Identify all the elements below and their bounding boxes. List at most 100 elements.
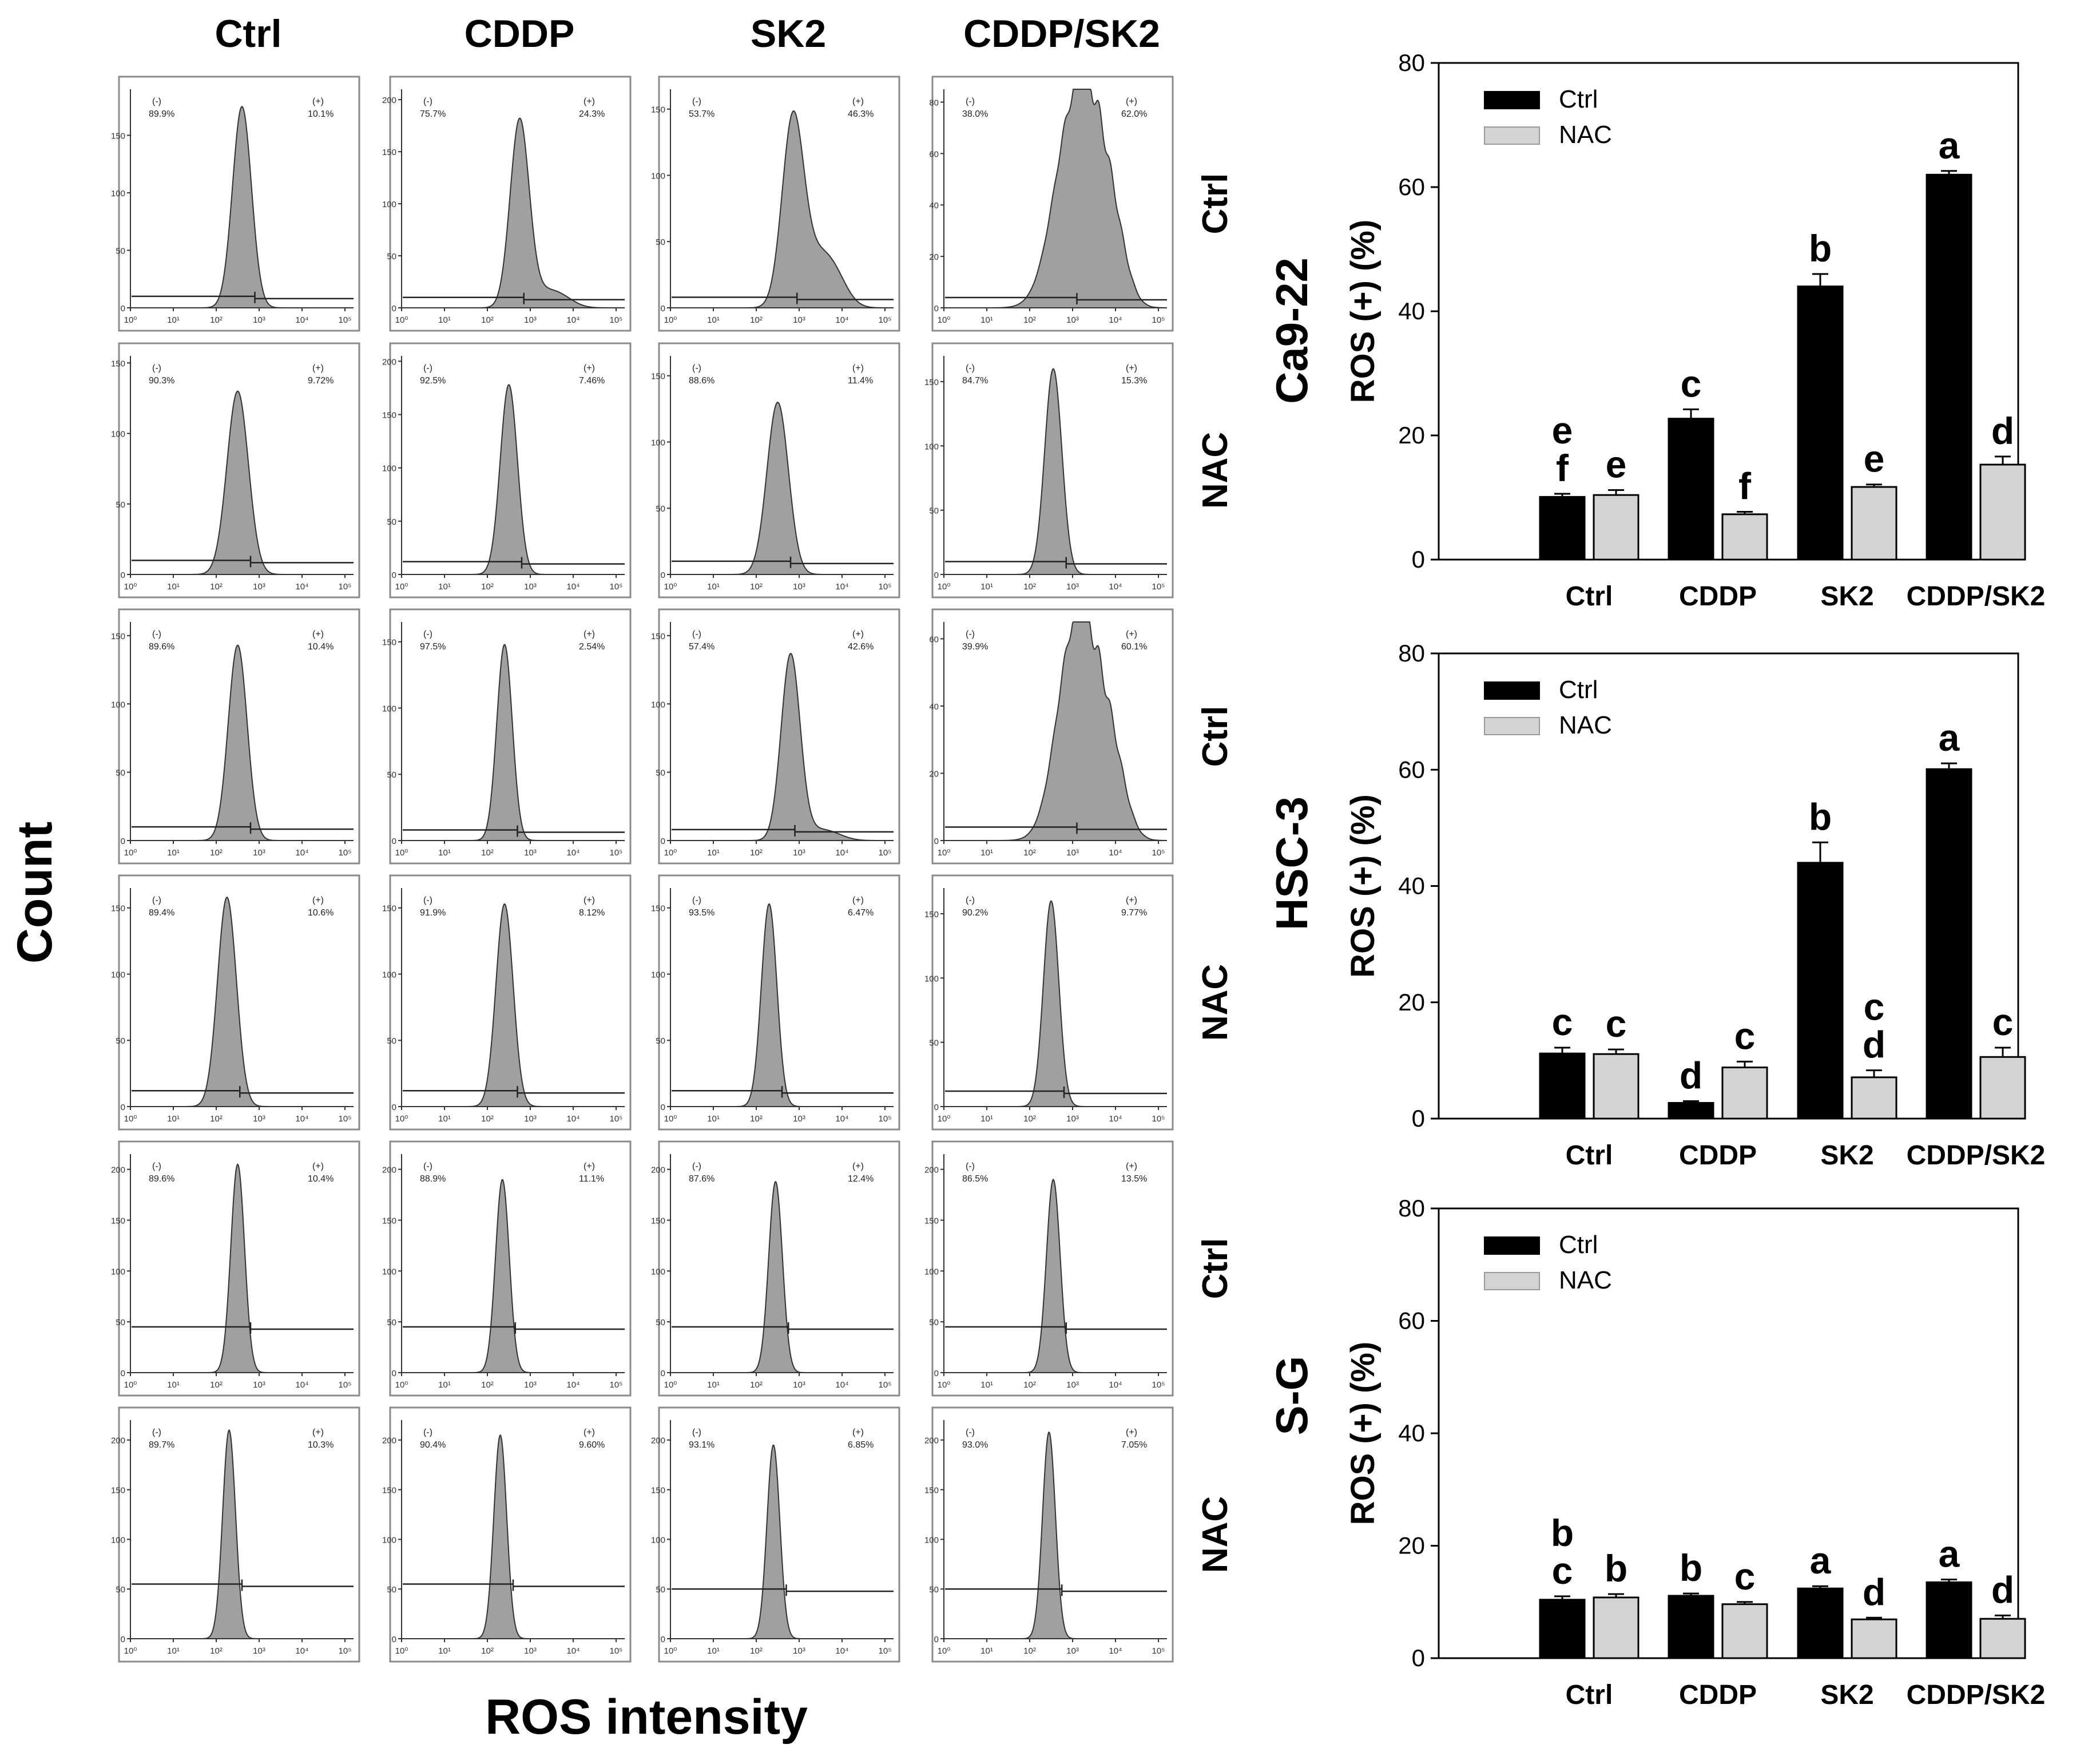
histogram-x-tick-label: 10⁵ [339, 848, 352, 858]
gate-positive-percent: 10.4% [308, 642, 334, 652]
histogram-curve [944, 900, 1167, 1107]
histogram-x-tick-label: 10³ [253, 848, 265, 858]
histogram-y-tick-label: 150 [382, 148, 396, 157]
histogram-x-tick-label: 10⁴ [835, 1114, 848, 1124]
gate-negative-label: (-) [692, 363, 701, 373]
histogram-y-tick-label: 50 [116, 1036, 125, 1046]
y-tick-label: 40 [1398, 1420, 1425, 1446]
histogram-x-tick-label: 10⁵ [1152, 582, 1165, 592]
bar-nac-cddp [1721, 1067, 1768, 1120]
histogram-y-tick-label: 0 [934, 1103, 939, 1112]
x-axis-label-ros-intensity: ROS intensity [485, 1690, 808, 1745]
histogram-y-tick-label: 60 [929, 149, 939, 159]
histogram-x-tick-label: 10⁴ [566, 582, 579, 592]
histogram-x-tick-label: 10¹ [707, 1114, 720, 1124]
gate-positive-percent: 9.60% [579, 1440, 605, 1450]
histogram-x-tick-label: 10⁵ [1152, 848, 1165, 858]
histogram-y-tick-label: 200 [382, 1436, 396, 1446]
column-header-cddp-sk2: CDDP/SK2 [963, 12, 1160, 56]
gate-negative-percent: 86.5% [962, 1174, 988, 1184]
histogram-x-tick-label: 10¹ [167, 848, 180, 858]
histogram-curve [130, 1163, 354, 1373]
histogram-x-tick-label: 10⁵ [339, 582, 352, 592]
histogram-x-tick-label: 10⁰ [938, 1114, 951, 1124]
histogram-x-tick-label: 10¹ [438, 1114, 451, 1124]
histogram-x-tick-label: 10¹ [980, 582, 993, 592]
histogram-x-tick-label: 10³ [1066, 582, 1079, 592]
histogram-x-tick-label: 10³ [253, 582, 265, 592]
histogram-ca9-22-nac-cddp-sk2: 0 50 100 150 10⁰ 10¹ 10² 10³ 10⁴ 10⁵ (-) 84.7% (+) 15… [924, 342, 1174, 598]
x-category-label: SK2 [1820, 1140, 1873, 1171]
bar-ctrl-ctrl [1539, 496, 1586, 561]
histogram-x-tick-label: 10¹ [167, 315, 180, 325]
gate-positive-label: (+) [852, 1428, 864, 1437]
gate-positive-percent: 6.47% [848, 908, 874, 918]
gate-positive-percent: 12.4% [848, 1174, 874, 1184]
histogram-x-tick-label: 10⁴ [295, 582, 308, 592]
histogram-curve [402, 903, 625, 1107]
y-axis-label: ROS (+) (%) [1344, 220, 1382, 403]
histogram-x-tick-label: 10⁵ [339, 1646, 352, 1656]
gate-negative-label: (-) [966, 97, 975, 106]
histogram-ca9-22-ctrl-ctrl: 0 50 100 150 10⁰ 10¹ 10² 10³ 10⁴ 10⁵ (-) 89.9% (+) 10… [111, 76, 360, 332]
histogram-y-tick-label: 100 [924, 1535, 939, 1545]
gate-negative-label: (-) [966, 895, 975, 905]
gate-negative-label: (-) [152, 97, 161, 106]
histogram-x-tick-label: 10⁰ [124, 315, 137, 325]
histogram-y-tick-label: 50 [387, 1318, 396, 1327]
histogram-y-tick-label: 100 [111, 700, 125, 709]
histogram-x-tick-label: 10² [210, 848, 223, 858]
gate-negative-label: (-) [152, 895, 161, 905]
histogram-x-tick-label: 10² [1023, 1114, 1036, 1124]
histogram-x-tick-label: 10¹ [438, 848, 451, 858]
histogram-hsc-3-ctrl-cddp: 0 50 100 150 10⁰ 10¹ 10² 10³ 10⁴ 10⁵ (-) 97.5% (+) 2.… [382, 608, 632, 865]
histogram-y-tick-label: 100 [111, 1267, 125, 1277]
gate-positive-percent: 46.3% [848, 109, 874, 119]
gate-negative-label: (-) [423, 895, 432, 905]
gate-negative-label: (-) [152, 363, 161, 373]
y-axis-label: ROS (+) (%) [1344, 1342, 1382, 1525]
histogram-y-tick-label: 150 [924, 1216, 939, 1226]
significance-letter: b [1809, 227, 1832, 269]
x-category-label: Ctrl [1566, 1680, 1613, 1710]
significance-letter: c [1681, 362, 1702, 405]
gate-negative-label: (-) [423, 97, 432, 106]
gate-positive-percent: 7.46% [579, 376, 605, 386]
histogram-y-tick-label: 150 [111, 1486, 125, 1496]
histogram-y-tick-label: 100 [382, 200, 396, 209]
histogram-y-tick-label: 0 [392, 1635, 396, 1644]
histogram-y-tick-label: 150 [651, 904, 665, 914]
gate-positive-label: (+) [852, 1162, 864, 1171]
histogram-x-tick-label: 10³ [793, 1380, 805, 1390]
histogram-y-tick-label: 100 [924, 442, 939, 451]
histogram-y-tick-label: 50 [929, 506, 939, 516]
histogram-x-tick-label: 10⁵ [879, 315, 892, 325]
histogram-x-tick-label: 10⁰ [124, 1380, 137, 1390]
histogram-y-tick-label: 50 [656, 768, 665, 778]
histogram-hsc-3-ctrl-cddp-sk2: 0 20 40 60 10⁰ 10¹ 10² 10³ 10⁴ 10⁵ (-) 39.9% (+) 60.1… [929, 608, 1174, 865]
histogram-x-tick-label: 10² [481, 582, 494, 592]
gate-negative-label: (-) [692, 1428, 701, 1437]
histogram-x-tick-label: 10⁵ [1152, 1380, 1165, 1390]
histogram-x-tick-label: 10³ [253, 1380, 265, 1390]
histogram-x-tick-label: 10⁴ [295, 848, 308, 858]
histogram-y-tick-label: 0 [934, 304, 939, 314]
histogram-ca9-22-ctrl-sk2: 0 50 100 150 10⁰ 10¹ 10² 10³ 10⁴ 10⁵ (-) 53.7% (+) 46… [651, 76, 900, 332]
gate-negative-label: (-) [692, 895, 701, 905]
gate-negative-percent: 89.4% [149, 908, 174, 918]
histogram-y-tick-label: 200 [924, 1436, 939, 1446]
gate-negative-percent: 97.5% [420, 642, 446, 652]
histogram-y-tick-label: 40 [929, 702, 939, 712]
histogram-x-tick-label: 10⁵ [879, 582, 892, 592]
histogram-y-tick-label: 100 [111, 189, 125, 199]
gate-positive-label: (+) [1126, 629, 1137, 639]
histogram-x-tick-label: 10⁴ [835, 582, 848, 592]
histogram-curve [130, 390, 354, 575]
histogram-curve [402, 384, 625, 575]
histogram-y-tick-label: 200 [111, 1166, 125, 1175]
gate-negative-label: (-) [966, 363, 975, 373]
histogram-x-tick-label: 10⁴ [295, 1114, 308, 1124]
gate-positive-percent: 15.3% [1121, 376, 1147, 386]
gate-positive-percent: 11.1% [579, 1174, 604, 1184]
histogram-x-tick-label: 10⁰ [395, 582, 408, 592]
